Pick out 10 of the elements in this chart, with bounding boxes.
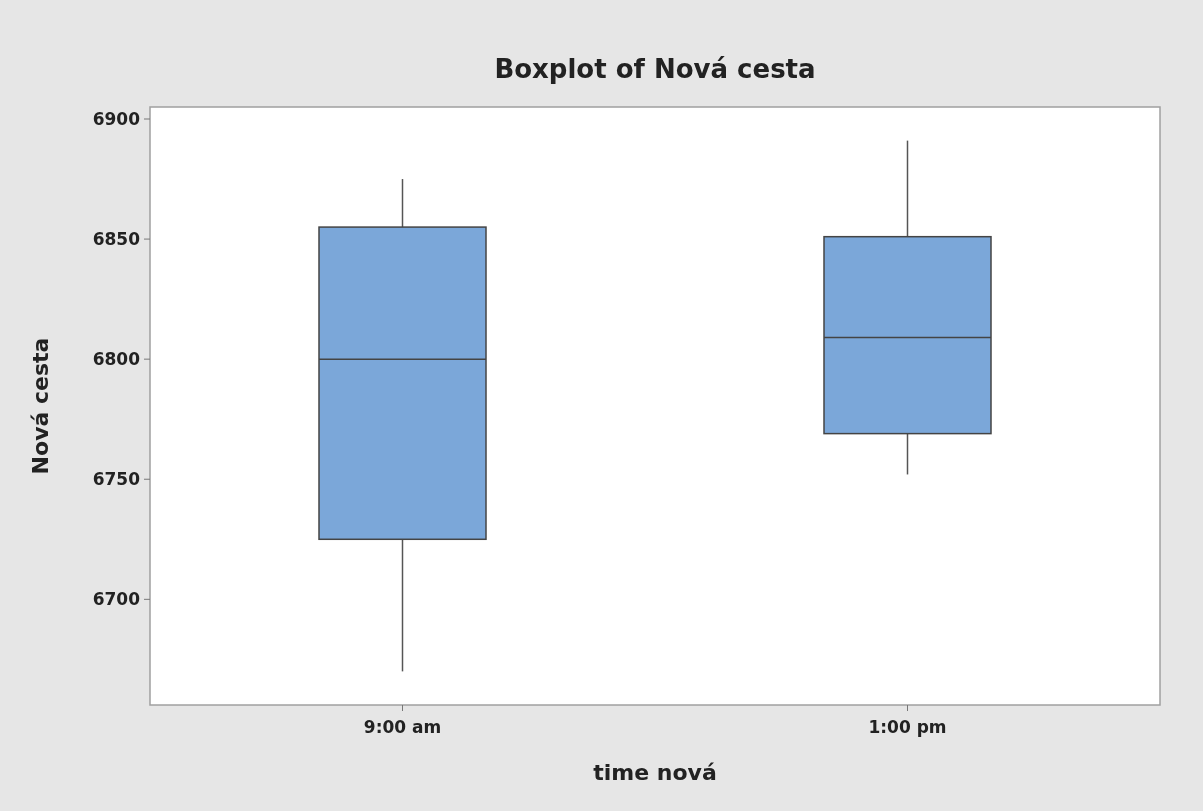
y-tick-label: 6750 [92,469,141,490]
y-tick-label: 6900 [92,108,141,129]
chart-title: Boxplot of Nová cesta [494,54,816,84]
x-tick-label: 1:00 pm [868,717,947,737]
x-tick-label: 9:00 am [363,717,442,737]
y-tick-label: 6700 [92,589,141,610]
y-axis-title: Nová cesta [28,337,53,475]
y-tick-label: 6800 [92,349,141,370]
x-axis-title: time nová [593,760,717,785]
y-tick-label: 6850 [92,229,141,250]
